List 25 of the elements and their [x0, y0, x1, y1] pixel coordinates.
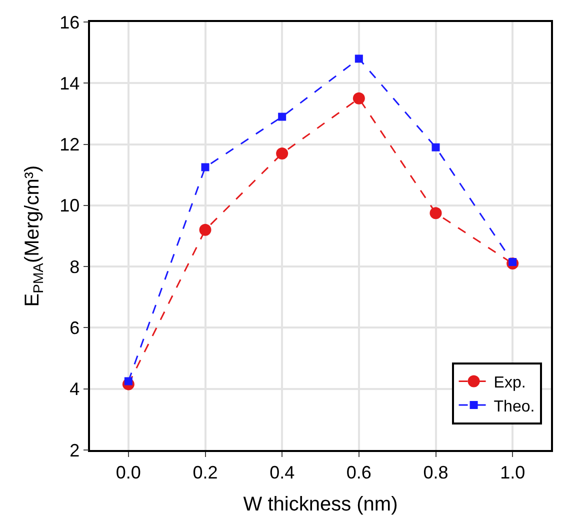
x-tick-label: 0.8	[423, 462, 448, 482]
x-tick-label: 0.6	[346, 462, 372, 482]
point	[201, 163, 210, 172]
point	[276, 147, 288, 160]
x-axis-title: W thickness (nm)	[243, 493, 398, 516]
point	[278, 112, 286, 121]
y-tick-label: 14	[60, 73, 80, 94]
y-tick-label: 10	[60, 196, 80, 216]
y-tick-label: 4	[70, 379, 80, 400]
y-tick-label: 6	[70, 318, 80, 338]
point	[354, 54, 363, 63]
y-tick-label: 8	[70, 256, 80, 277]
point	[199, 224, 212, 236]
x-tick-label: 0.2	[192, 462, 218, 482]
point	[352, 92, 365, 104]
legend-label: Exp.	[494, 374, 526, 392]
x-tick-label: 1.0	[500, 462, 526, 482]
x-tick-label: 0.4	[270, 462, 295, 482]
y-tick-label: 16	[60, 12, 80, 32]
point	[432, 143, 440, 152]
y-tick-label: 12	[60, 134, 80, 155]
y-tick-label: 2	[70, 440, 80, 460]
point	[430, 207, 442, 220]
legend-label: Theo.	[494, 398, 535, 416]
x-tick-label: 0.0	[116, 462, 141, 482]
